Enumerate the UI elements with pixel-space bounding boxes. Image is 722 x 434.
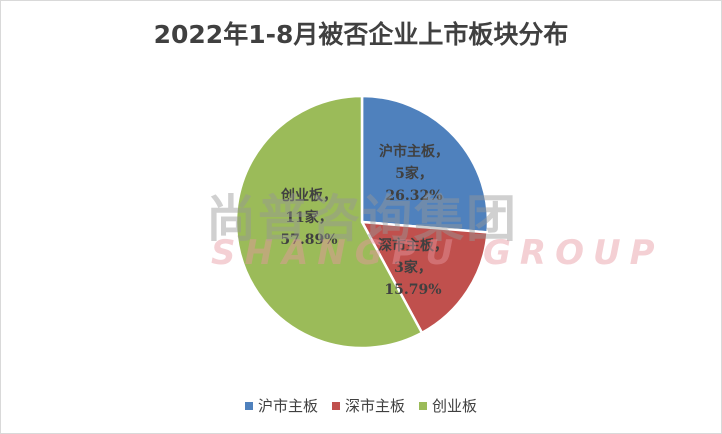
legend-item-gem: 创业板 [419,395,477,416]
legend-swatch [419,401,427,410]
data-label-line: 11家， [285,209,332,226]
watermark-cn: 尚普咨询集团 [206,190,518,248]
legend-label: 深市主板 [344,397,405,415]
pie-slice-1 [359,220,489,335]
chart-title: 2022年1-8月被否企业上市板块分布 [153,20,569,49]
data-label-line: 15.79% [384,282,441,298]
legend-item-sz: 深市主板 [331,395,405,416]
legend-label: 创业板 [432,397,478,415]
data-label-line: 创业板， [280,187,337,204]
legend-item-sh: 沪市主板 [244,395,318,416]
legend-label: 沪市主板 [257,397,318,415]
data-label-2: 创业板， 11家， 57.89% [280,187,338,248]
pie-slice-2 [234,94,424,350]
data-label-line: 深市主板， [378,237,448,254]
legend-swatch [331,401,340,410]
legend-swatch [244,401,253,410]
data-label-line: 沪市主板， [379,143,449,160]
legend: 沪市主板 深市主板 创业板 [1,395,721,416]
data-label-line: 57.89% [280,232,337,248]
pie-slice-0 [360,94,490,234]
data-label-0: 沪市主板， 5家， 26.32% [379,143,449,204]
data-label-line: 26.32% [385,188,442,204]
watermark-en: SHANGPU GROUP [211,233,664,273]
data-label-line: 3家， [394,259,432,276]
data-label-line: 5家， [395,165,433,182]
data-label-1: 深市主板， 3家， 15.79% [378,237,448,298]
